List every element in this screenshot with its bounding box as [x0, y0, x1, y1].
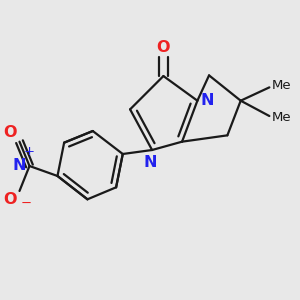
Text: Me: Me	[272, 111, 291, 124]
Text: O: O	[3, 193, 16, 208]
Text: O: O	[3, 125, 16, 140]
Text: N: N	[201, 93, 214, 108]
Text: +: +	[24, 145, 35, 158]
Text: Me: Me	[272, 80, 291, 92]
Text: −: −	[21, 197, 32, 210]
Text: N: N	[144, 155, 157, 170]
Text: N: N	[12, 158, 26, 173]
Text: O: O	[157, 40, 170, 55]
